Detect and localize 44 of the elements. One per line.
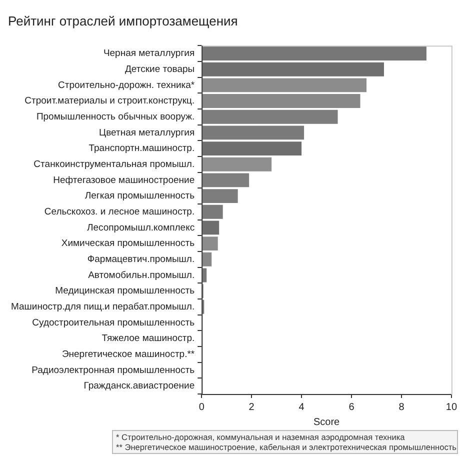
y-tick-label: Химическая промышленность (61, 238, 195, 250)
y-tick-label: Легкая промышленность (84, 190, 195, 202)
bar (202, 46, 426, 60)
x-tick-label: 2 (248, 402, 255, 413)
y-tick-label: Энергетическое машиностр.** (62, 349, 195, 360)
y-tick-label: Транспортн.машиностр. (88, 143, 195, 154)
bar (202, 94, 360, 108)
x-tick-label: 0 (198, 402, 205, 413)
text: ** Энергетическое машиностроение, кабельная и электротехническая промышленность (116, 442, 456, 452)
bar (202, 220, 220, 235)
y-tick-label: Лесопромышл.комплекс (87, 222, 195, 234)
bar (202, 142, 302, 156)
y-tick-label: Детские товары (124, 64, 195, 75)
bar (202, 157, 272, 172)
y-tick-label: Промышленность обычных вооруж. (36, 111, 195, 122)
chart-title: Рейтинг отраслей импортозамещения (8, 13, 238, 28)
bar (202, 236, 218, 251)
bar (202, 173, 250, 188)
text: * Строительно-дорожная, коммунальная и наземная аэродромная техника (116, 432, 406, 442)
bar (202, 252, 212, 266)
x-axis-title: Score (313, 416, 340, 428)
x-tick-label: 8 (398, 402, 405, 413)
y-tick-label: Машиностр.для пищ.и перабат.промышл. (10, 302, 195, 313)
y-tick-label: Станкоинструментальная промышл. (34, 159, 195, 170)
y-tick-label: Цветная металлургия (99, 127, 195, 138)
x-tick-label: 10 (446, 402, 458, 413)
bar (202, 189, 238, 204)
y-tick-label: Тяжелое машиностр. (102, 333, 195, 344)
y-tick-label: Автомобильн.промышл. (88, 270, 195, 281)
y-tick-label: Гражданск.авиастроение (84, 380, 195, 392)
x-tick-label: 6 (348, 402, 355, 413)
y-tick-label: Черная металлургия (103, 48, 195, 60)
y-tick-label: Нефтегазовое машиностроение (53, 174, 195, 186)
y-tick-label: Строительно-дорожн. техника* (58, 80, 195, 91)
y-tick-label: Радиоэлектронная промышленность (32, 364, 195, 376)
y-tick-label: Судостроительная промышленность (32, 317, 195, 328)
y-tick-label: Фармацевтич.промышл. (87, 254, 195, 266)
bar (202, 204, 223, 219)
x-tick-label: 4 (298, 402, 305, 413)
y-tick-label: Сельскохоз. и лесное машиностр. (44, 206, 195, 218)
bar (202, 78, 366, 92)
bar (202, 62, 384, 76)
y-tick-label: Медицинская промышленность (55, 286, 195, 297)
y-tick-label: Строит.материалы и строит.конструкц. (24, 96, 195, 107)
